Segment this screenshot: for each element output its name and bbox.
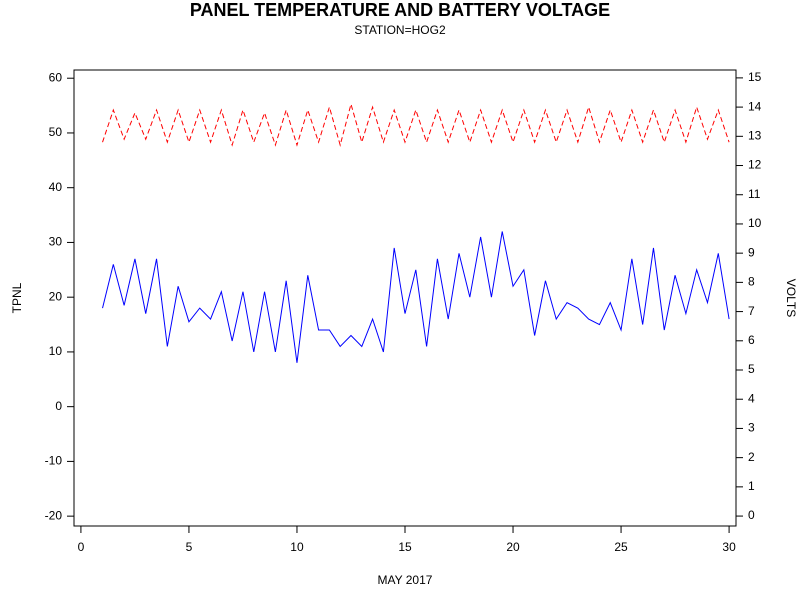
x-tick-label: 20 [506, 540, 520, 554]
y2-tick-label: 1 [748, 479, 755, 493]
chart-subtitle: STATION=HOG2 [354, 23, 446, 37]
y2-tick-label: 10 [748, 216, 762, 230]
x-tick-label: 5 [186, 540, 193, 554]
y2-tick-label: 3 [748, 421, 755, 435]
y-tick-label: 40 [49, 180, 63, 194]
y-tick-label: 50 [49, 125, 63, 139]
plot-frame [73, 69, 737, 527]
series-line [102, 231, 730, 363]
x-tick-label: 0 [78, 540, 85, 554]
y2-tick-label: 2 [748, 450, 755, 464]
chart-title: PANEL TEMPERATURE AND BATTERY VOLTAGE [190, 0, 610, 20]
y-tick-label: -10 [45, 454, 63, 468]
y-tick-label: 30 [49, 235, 63, 249]
y2-tick-label: 8 [748, 275, 755, 289]
x-tick-label: 10 [290, 540, 304, 554]
y2-tick-label: 5 [748, 362, 755, 376]
y-tick-label: 10 [49, 344, 63, 358]
x-tick-label: 30 [722, 540, 736, 554]
y2-tick-label: 4 [748, 391, 755, 405]
x-axis-label: MAY 2017 [378, 573, 433, 587]
y2-tick-label: 11 [748, 187, 761, 201]
x-tick-label: 15 [398, 540, 412, 554]
y2-tick-label: 12 [748, 158, 762, 172]
y-tick-label: 20 [49, 289, 63, 303]
y2-tick-label: 14 [748, 99, 762, 113]
y2-tick-label: 6 [748, 333, 755, 347]
y2-tick-label: 13 [748, 128, 762, 142]
x-tick-label: 25 [614, 540, 628, 554]
y-axis-label: TPNL [10, 282, 24, 313]
y2-axis-label: VOLTS [784, 279, 798, 317]
y2-tick-label: 9 [748, 245, 755, 259]
series-line [102, 102, 730, 147]
y-tick-label: -20 [45, 508, 63, 522]
y2-tick-label: 7 [748, 304, 755, 318]
y2-tick-label: 15 [748, 70, 762, 84]
y-tick-label: 60 [49, 70, 63, 84]
y-tick-label: 0 [55, 399, 62, 413]
y2-tick-label: 0 [748, 508, 755, 522]
